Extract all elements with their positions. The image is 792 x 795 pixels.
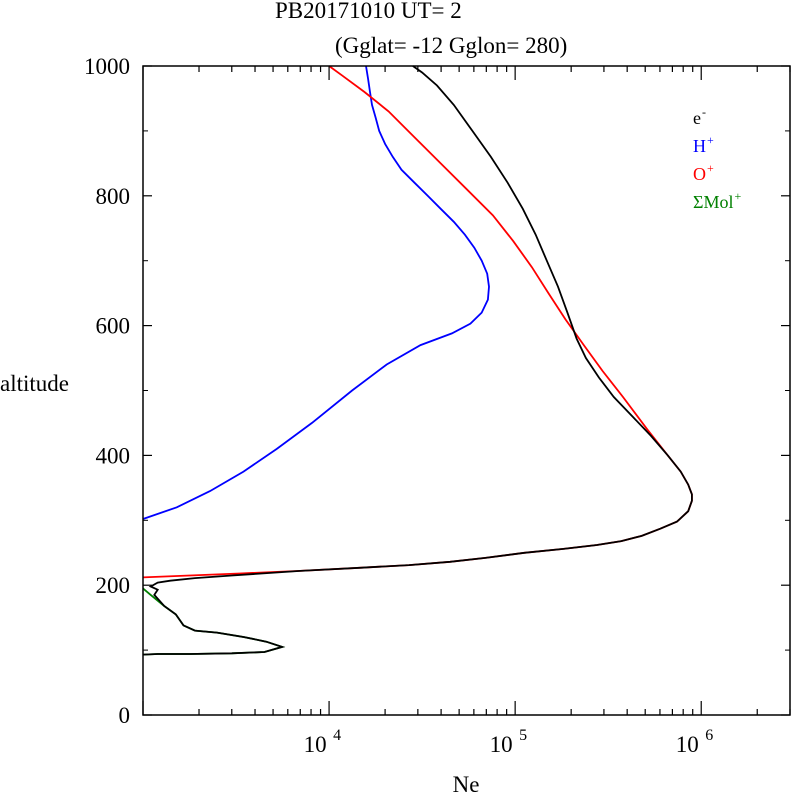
y-tick-label: 0 [119,703,131,728]
legend-entry-2: O [693,164,706,184]
series-line-0 [142,65,490,520]
legend-entry-sup-3: + [734,189,741,203]
y-axis: 0 200 400 600 800 1000 [84,54,790,728]
y-tick-label: 200 [96,573,131,598]
chart-subtitle: (Gglat= -12 Gglon= 280) [335,33,567,58]
legend-entry-0: e [693,108,701,128]
series-layer [142,65,693,656]
x-tick-exponent: 6 [705,727,713,744]
y-tick-label: 400 [96,443,131,468]
x-tick-label: 10 [304,732,327,757]
x-tick-exponent: 5 [519,727,527,744]
series-line-2 [142,587,286,656]
x-tick-exponent: 4 [333,727,341,744]
y-axis-label: altitude [0,371,69,396]
y-tick-label: 600 [96,314,131,339]
legend-entry-sup-1: + [707,133,714,147]
legend: e -H +O +ΣMol + [693,105,741,212]
legend-entry-sup-0: - [702,105,706,119]
x-axis-label: Ne [453,772,480,795]
legend-entry-1: H [693,136,706,156]
legend-entry-3: ΣMol [693,192,733,212]
x-tick-label: 10 [676,732,699,757]
series-line-3 [142,65,693,656]
y-tick-label: 800 [96,184,131,209]
legend-entry-sup-2: + [707,161,714,175]
y-tick-label: 1000 [84,54,130,79]
x-axis: 10 4 10 5 10 6 [142,66,791,757]
chart-title: PB20171010 UT= 2 [275,0,462,23]
series-line-1 [142,65,693,579]
x-tick-label: 10 [490,732,513,757]
